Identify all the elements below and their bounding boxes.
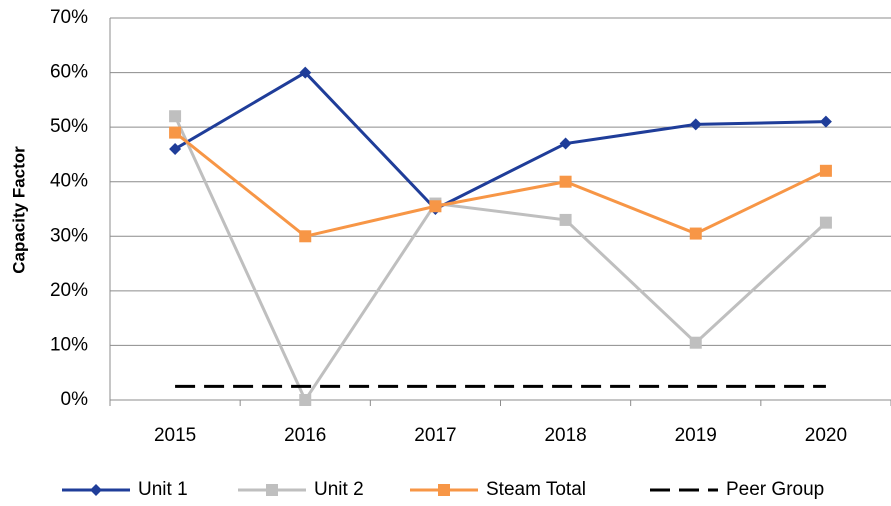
x-tick-label: 2015: [154, 425, 196, 446]
y-tick-label: 30%: [50, 225, 88, 246]
y-tick-label: 20%: [50, 280, 88, 301]
data-point: [429, 200, 442, 213]
series-line: [174, 131, 827, 238]
data-point: [299, 394, 312, 406]
legend-marker: [90, 484, 102, 496]
legend-label: Unit 1: [138, 479, 188, 500]
data-point: [559, 213, 572, 226]
data-point: [819, 164, 832, 177]
x-tick-label: 2017: [414, 425, 456, 446]
data-point: [689, 118, 702, 131]
x-tick-label: 2019: [675, 425, 717, 446]
legend-label: Peer Group: [726, 479, 824, 500]
legend-label: Steam Total: [486, 479, 586, 500]
series-line: [174, 70, 826, 211]
y-tick-label: 60%: [50, 62, 88, 83]
data-point: [299, 230, 312, 243]
y-tick-label: 50%: [50, 116, 88, 137]
legend-label: Unit 2: [314, 479, 364, 500]
y-tick-label: 40%: [50, 171, 88, 192]
data-point: [169, 110, 182, 123]
data-point: [819, 115, 832, 128]
x-tick-label: 2020: [805, 425, 847, 446]
y-tick-label: 70%: [50, 7, 88, 28]
data-point: [169, 126, 182, 139]
data-point: [559, 137, 572, 150]
x-tick-label: 2018: [544, 425, 586, 446]
data-point: [299, 66, 312, 79]
series-line: [173, 115, 827, 404]
y-tick-label: 0%: [61, 389, 89, 410]
x-tick-label: 2016: [284, 425, 326, 446]
data-point: [559, 175, 572, 188]
data-point: [819, 216, 832, 229]
legend-marker: [266, 484, 278, 496]
legend-marker: [438, 484, 450, 496]
data-point: [689, 227, 702, 240]
data-point: [169, 142, 182, 155]
y-tick-label: 10%: [50, 334, 88, 355]
y-axis-label: Capacity Factor: [9, 146, 28, 274]
data-point: [689, 336, 702, 349]
